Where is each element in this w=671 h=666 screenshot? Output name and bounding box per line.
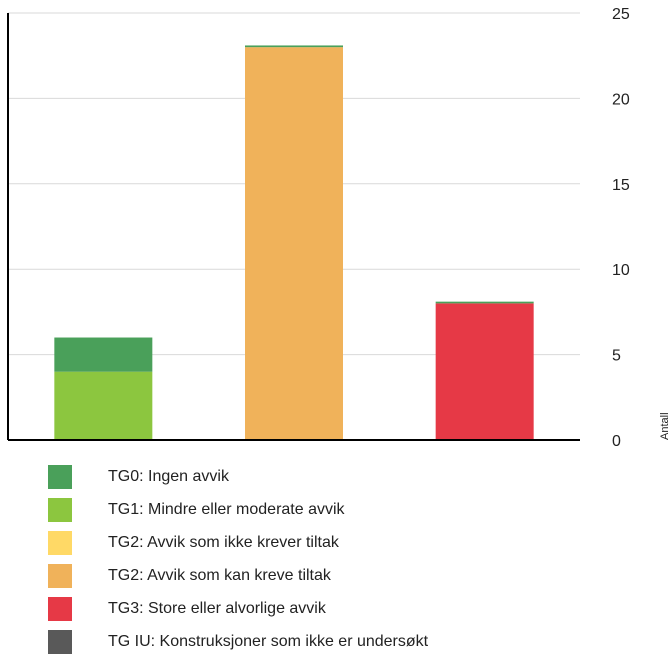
legend-label: TG3: Store eller alvorlige avvik [108, 599, 326, 617]
legend-label: TG2: Avvik som ikke krever tiltak [108, 533, 339, 551]
legend-swatch [48, 563, 72, 588]
legend-swatch [48, 629, 72, 654]
legend-swatch [48, 530, 72, 555]
legend-item: TG2: Avvik som ikke krever tiltak [48, 526, 648, 559]
y-tick-label: 15 [612, 177, 630, 194]
legend-item: TG2: Avvik som kan kreve tiltak [48, 559, 648, 592]
legend-label: TG1: Mindre eller moderate avvik [108, 500, 345, 518]
legend-swatch [48, 464, 72, 489]
legend: TG0: Ingen avvik TG1: Mindre eller modera… [48, 460, 648, 658]
legend-label: TG0: Ingen avvik [108, 467, 229, 485]
axes [7, 13, 580, 441]
bar-segment [54, 337, 153, 372]
bar-segment [435, 301, 534, 304]
y-axis-title: Antall [659, 412, 671, 440]
legend-swatch [48, 497, 72, 522]
legend-label: TG2: Avvik som kan kreve tiltak [108, 566, 331, 584]
legend-item: TG0: Ingen avvik [48, 460, 648, 493]
legend-item: TG IU: Konstruksjoner som ikke er unders… [48, 625, 648, 658]
bar-chart: 0 5 10 15 20 25 Antall [7, 6, 671, 450]
bar-segment [54, 371, 153, 440]
y-tick-labels: 0 5 10 15 20 25 [612, 6, 630, 450]
bar-segment [245, 47, 343, 440]
legend-swatch [48, 596, 72, 621]
legend-label: TG IU: Konstruksjoner som ikke er unders… [108, 632, 429, 650]
legend-item: TG1: Mindre eller moderate avvik [48, 493, 648, 526]
y-tick-label: 0 [612, 433, 621, 450]
legend-item: TG3: Store eller alvorlige avvik [48, 592, 648, 625]
y-tick-label: 10 [612, 262, 630, 279]
bar-segment [245, 45, 343, 48]
bar-segment [435, 303, 534, 440]
bars [54, 45, 534, 440]
y-tick-label: 25 [612, 6, 630, 23]
y-tick-label: 5 [612, 348, 621, 365]
y-tick-label: 20 [612, 91, 630, 108]
